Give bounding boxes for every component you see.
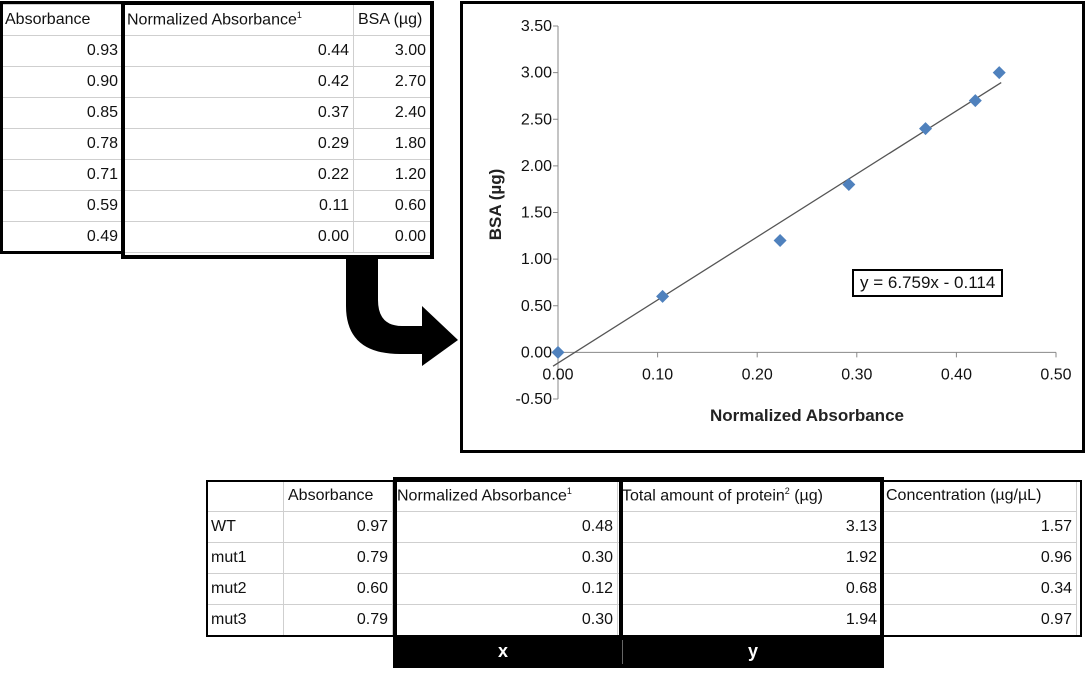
x-tick-label: 0.30 bbox=[841, 366, 872, 383]
cell: 0.37 bbox=[122, 97, 354, 129]
cell: 3.13 bbox=[617, 511, 882, 543]
table-row: mut3 0.79 0.30 1.94 0.97 bbox=[206, 604, 1077, 636]
y-axis-title: BSA (µg) bbox=[486, 169, 505, 241]
xy-divider bbox=[622, 640, 623, 664]
cell: 0.00 bbox=[122, 221, 354, 253]
sample-label: mut2 bbox=[206, 573, 284, 605]
x-axis-title: Normalized Absorbance bbox=[710, 406, 904, 425]
y-tick-label: 3.50 bbox=[521, 18, 552, 35]
cell: 1.20 bbox=[353, 159, 431, 191]
cell: 0.44 bbox=[122, 35, 354, 67]
table-header-row: Absorbance Normalized Absorbance1 BSA (µ… bbox=[0, 4, 431, 36]
x-tick-label: 0.10 bbox=[642, 366, 673, 383]
table-row: 0.85 0.37 2.40 bbox=[0, 97, 431, 129]
cell: 0.34 bbox=[881, 573, 1077, 605]
header-bsa: BSA (µg) bbox=[353, 4, 431, 36]
table-row: 0.49 0.00 0.00 bbox=[0, 221, 431, 253]
cell: 2.70 bbox=[353, 66, 431, 98]
cell: 0.30 bbox=[392, 542, 618, 574]
cell: 0.96 bbox=[881, 542, 1077, 574]
cell: 0.97 bbox=[881, 604, 1077, 636]
cell: 0.85 bbox=[0, 97, 123, 129]
sample-label: mut3 bbox=[206, 604, 284, 636]
standards-table: Absorbance Normalized Absorbance1 BSA (µ… bbox=[0, 4, 431, 253]
y-tick-label: 3.00 bbox=[521, 65, 552, 82]
header-concentration: Concentration (µg/µL) bbox=[881, 480, 1077, 512]
header-normalized-absorbance: Normalized Absorbance1 bbox=[122, 4, 354, 36]
y-tick-label: 0.00 bbox=[521, 344, 552, 361]
y-tick-label: 2.00 bbox=[521, 158, 552, 175]
cell: 0.79 bbox=[283, 542, 393, 574]
x-tick-label: 0.40 bbox=[941, 366, 972, 383]
cell: 0.60 bbox=[353, 190, 431, 222]
cell: 0.97 bbox=[283, 511, 393, 543]
cell: 0.30 bbox=[392, 604, 618, 636]
table-row: 0.78 0.29 1.80 bbox=[0, 128, 431, 160]
xy-label-bar: x y bbox=[393, 636, 884, 668]
cell: 0.11 bbox=[122, 190, 354, 222]
table-row: 0.90 0.42 2.70 bbox=[0, 66, 431, 98]
table-header-row: Absorbance Normalized Absorbance1 Total … bbox=[206, 480, 1077, 512]
cell: 3.00 bbox=[353, 35, 431, 67]
cell: 0.79 bbox=[283, 604, 393, 636]
cell: 0.12 bbox=[392, 573, 618, 605]
scatter-chart: -0.50 0.00 0.50 1.00 1.50 2.00 2.50 3.00 3.50 0.0… bbox=[486, 18, 1072, 425]
x-tick-label: 0.20 bbox=[742, 366, 773, 383]
data-point bbox=[551, 345, 565, 359]
y-tick-label: 1.00 bbox=[521, 251, 552, 268]
x-tick-label: 0.50 bbox=[1040, 366, 1071, 383]
x-variable-label: x bbox=[498, 641, 509, 661]
cell: 0.00 bbox=[353, 221, 431, 253]
cell: 1.94 bbox=[617, 604, 882, 636]
y-tick-label: 2.50 bbox=[521, 111, 552, 128]
cell: 0.78 bbox=[0, 128, 123, 160]
cell: 0.42 bbox=[122, 66, 354, 98]
cell: 0.71 bbox=[0, 159, 123, 191]
cell: 1.92 bbox=[617, 542, 882, 574]
cell: 0.49 bbox=[0, 221, 123, 253]
cell: 0.68 bbox=[617, 573, 882, 605]
cell: 0.93 bbox=[0, 35, 123, 67]
cell: 0.60 bbox=[283, 573, 393, 605]
cell: 1.80 bbox=[353, 128, 431, 160]
cell: 0.90 bbox=[0, 66, 123, 98]
header-normalized-absorbance: Normalized Absorbance1 bbox=[392, 480, 618, 512]
table-row: 0.93 0.44 3.00 bbox=[0, 35, 431, 67]
header-total-protein: Total amount of protein2 (µg) bbox=[617, 480, 882, 512]
y-tick-label: 1.50 bbox=[521, 205, 552, 222]
y-variable-label: y bbox=[748, 641, 759, 661]
data-point bbox=[773, 233, 787, 247]
x-tick-label: 0.00 bbox=[542, 366, 573, 383]
sample-label: mut1 bbox=[206, 542, 284, 574]
table-row: 0.71 0.22 1.20 bbox=[0, 159, 431, 191]
cell: 0.29 bbox=[122, 128, 354, 160]
table-row: mut2 0.60 0.12 0.68 0.34 bbox=[206, 573, 1077, 605]
header-absorbance: Absorbance bbox=[283, 480, 393, 512]
table-row: WT 0.97 0.48 3.13 1.57 bbox=[206, 511, 1077, 543]
cell: 2.40 bbox=[353, 97, 431, 129]
trendline-equation: y = 6.759x - 0.114 bbox=[852, 269, 1004, 297]
y-tick-label: 0.50 bbox=[521, 298, 552, 315]
data-point bbox=[992, 66, 1006, 80]
cell: 1.57 bbox=[881, 511, 1077, 543]
data-point bbox=[919, 122, 933, 136]
trendline bbox=[552, 81, 1002, 367]
table-row: 0.59 0.11 0.60 bbox=[0, 190, 431, 222]
right-pointing-curved-arrow bbox=[346, 256, 458, 366]
samples-table: Absorbance Normalized Absorbance1 Total … bbox=[206, 480, 1077, 636]
sample-label: WT bbox=[206, 511, 284, 543]
cell: 0.59 bbox=[0, 190, 123, 222]
cell: 0.48 bbox=[392, 511, 618, 543]
data-point bbox=[968, 94, 982, 108]
header-blank bbox=[206, 480, 284, 512]
data-point bbox=[842, 178, 856, 192]
cell: 0.22 bbox=[122, 159, 354, 191]
header-absorbance: Absorbance bbox=[0, 4, 123, 36]
data-point bbox=[656, 289, 670, 303]
table-row: mut1 0.79 0.30 1.92 0.96 bbox=[206, 542, 1077, 574]
chart-frame: -0.50 0.00 0.50 1.00 1.50 2.00 2.50 3.00 3.50 0.0… bbox=[460, 1, 1085, 453]
y-tick-label: -0.50 bbox=[516, 391, 553, 408]
